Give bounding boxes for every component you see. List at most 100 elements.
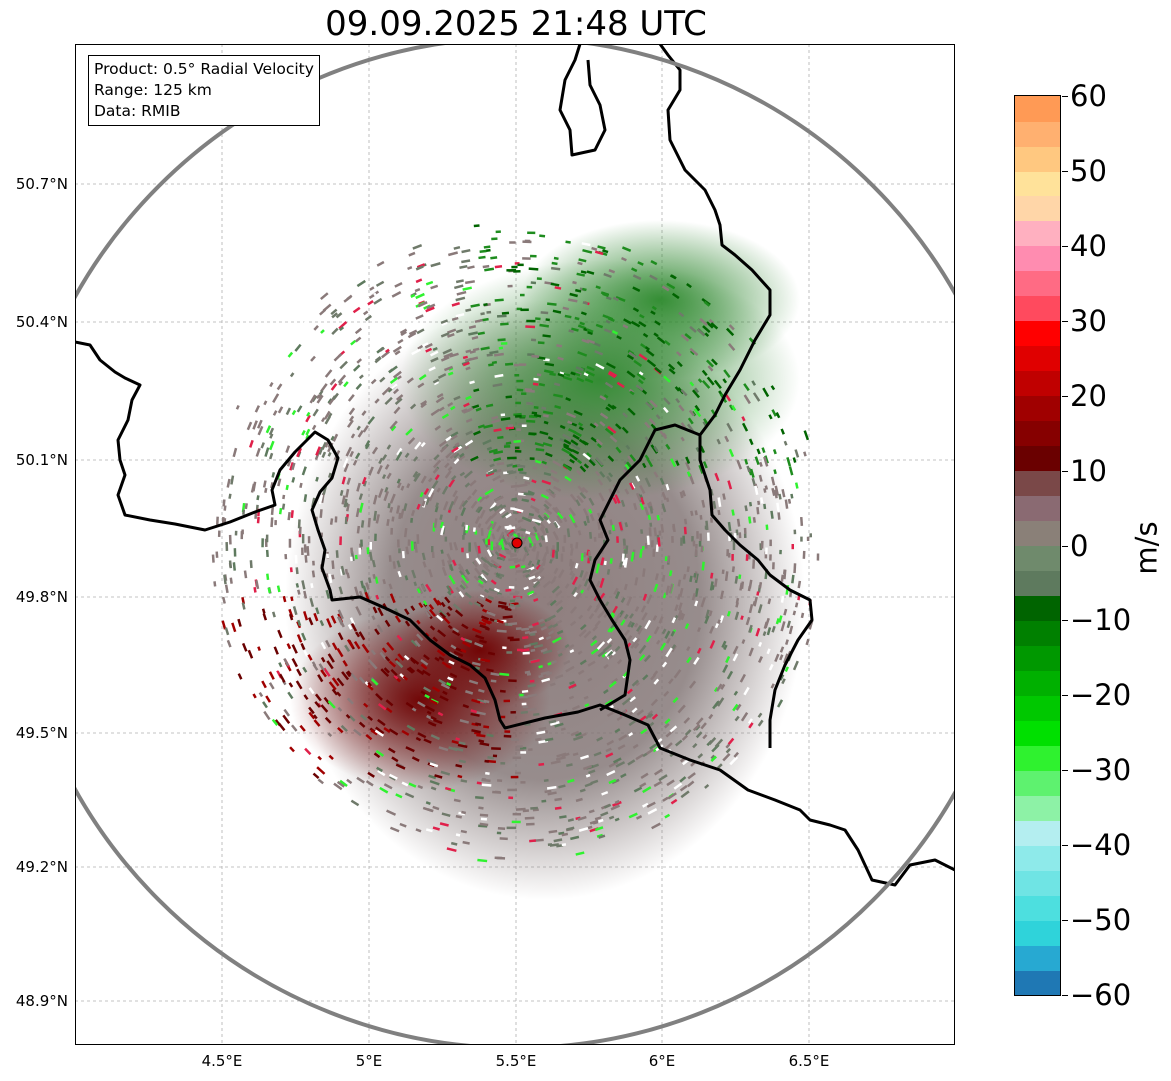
- radar-echo-speck: [635, 492, 642, 501]
- radar-echo-speck: [639, 314, 645, 319]
- radar-echo-speck: [370, 678, 379, 686]
- radar-echo-speck: [414, 543, 418, 553]
- radar-echo-speck: [484, 515, 493, 525]
- radar-echo-speck: [646, 801, 656, 808]
- radar-echo-speck: [477, 424, 485, 429]
- radar-echo-speck: [675, 398, 681, 404]
- radar-echo-speck: [438, 656, 445, 662]
- radar-echo-speck: [659, 477, 665, 485]
- radar-echo-speck: [588, 459, 596, 467]
- radar-echo-speck: [565, 240, 571, 244]
- radar-echo-speck: [594, 826, 604, 832]
- radar-echo-speck: [613, 587, 619, 595]
- radar-echo-speck: [366, 373, 375, 381]
- radar-echo-speck: [534, 442, 545, 447]
- radar-echo-speck: [320, 669, 328, 678]
- radar-echo-speck: [741, 416, 746, 422]
- radar-echo-speck: [400, 485, 405, 491]
- colorbar-tick-mark: [1062, 845, 1068, 847]
- radar-echo-speck: [543, 778, 549, 783]
- radar-echo-speck: [653, 626, 660, 635]
- radar-echo-speck: [405, 546, 410, 555]
- radar-echo-speck: [358, 721, 366, 728]
- radar-echo-speck: [339, 536, 342, 546]
- radar-echo-speck: [546, 785, 557, 790]
- radar-echo-speck: [614, 613, 622, 623]
- radar-echo-speck: [644, 454, 650, 461]
- radar-echo-speck: [567, 818, 575, 823]
- radar-echo-speck: [677, 579, 682, 587]
- radar-echo-speck: [448, 251, 459, 257]
- radar-echo-speck: [494, 856, 503, 860]
- radar-echo-speck: [541, 799, 547, 803]
- radar-echo-speck: [516, 464, 526, 468]
- radar-echo-speck: [485, 403, 494, 408]
- radar-echo-speck: [574, 562, 579, 569]
- radar-echo-speck: [431, 551, 435, 558]
- radar-echo-speck: [338, 586, 344, 595]
- radar-echo-speck: [615, 591, 621, 599]
- radar-echo-speck: [671, 644, 677, 650]
- radar-echo-speck: [545, 318, 550, 322]
- radar-echo-speck: [407, 331, 417, 339]
- radar-echo-speck: [480, 573, 488, 582]
- radar-echo-speck: [699, 533, 702, 542]
- radar-echo-speck: [494, 507, 505, 515]
- radar-echo-speck: [464, 482, 471, 488]
- radar-echo-speck: [471, 698, 481, 704]
- radar-echo-speck: [575, 366, 584, 372]
- radar-echo-speck: [482, 439, 492, 446]
- radar-echo-speck: [425, 705, 435, 713]
- radar-echo-speck: [431, 480, 439, 489]
- radar-echo-speck: [257, 425, 264, 436]
- radar-echo-speck: [608, 680, 617, 688]
- radar-echo-speck: [576, 377, 585, 383]
- radar-echo-speck: [612, 800, 622, 807]
- radar-echo-speck: [608, 529, 612, 535]
- radar-echo-speck: [482, 562, 489, 569]
- radar-echo-speck: [285, 445, 291, 453]
- radar-echo-speck: [266, 573, 270, 580]
- radar-echo-speck: [677, 609, 683, 619]
- radar-echo-speck: [567, 778, 575, 784]
- radar-echo-speck: [494, 495, 504, 502]
- radar-echo-speck: [395, 451, 403, 461]
- radar-echo-speck: [455, 296, 466, 302]
- radar-echo-speck: [228, 493, 232, 499]
- radar-echo-speck: [311, 497, 316, 508]
- radar-echo-speck: [474, 515, 481, 525]
- radar-echo-speck: [565, 397, 572, 402]
- radar-echo-speck: [463, 470, 473, 479]
- radar-echo-speck: [477, 579, 484, 585]
- radar-echo-speck: [303, 649, 309, 657]
- radar-echo-speck: [563, 517, 568, 523]
- radar-echo-speck: [364, 314, 373, 322]
- radar-echo-speck: [425, 828, 433, 833]
- radar-echo-speck: [365, 733, 373, 741]
- radar-echo-speck: [459, 471, 466, 477]
- radar-echo-speck: [415, 736, 422, 742]
- radar-echo-speck: [347, 394, 355, 402]
- radar-echo-speck: [350, 339, 357, 346]
- radar-echo-speck: [345, 713, 351, 719]
- radar-echo-speck: [568, 683, 577, 690]
- radar-echo-speck: [272, 410, 278, 416]
- radar-echo-speck: [766, 627, 772, 636]
- radar-echo-speck: [346, 778, 353, 785]
- radar-echo-speck: [522, 572, 529, 578]
- radar-echo-speck: [582, 287, 587, 292]
- radar-echo-speck: [704, 783, 710, 789]
- radar-echo-speck: [461, 248, 471, 254]
- radar-echo-speck: [262, 701, 268, 709]
- radar-echo-speck: [475, 795, 484, 800]
- radar-echo-speck: [631, 707, 638, 714]
- radar-echo-speck: [327, 451, 332, 457]
- radar-echo-speck: [432, 346, 438, 352]
- radar-echo-speck: [546, 519, 551, 525]
- radar-echo-speck: [437, 373, 447, 380]
- radar-echo-speck: [524, 388, 532, 392]
- radar-echo-speck: [465, 349, 472, 354]
- radar-echo-speck: [367, 416, 376, 425]
- radar-echo-speck: [531, 518, 542, 524]
- radar-echo-speck: [383, 783, 393, 790]
